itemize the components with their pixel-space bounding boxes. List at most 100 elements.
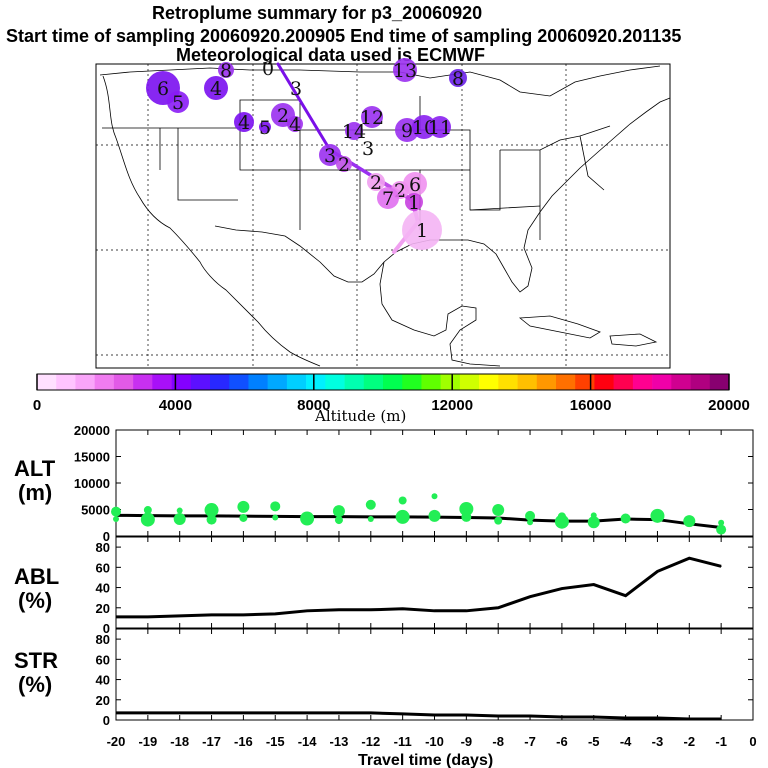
map-marker: 4 — [204, 76, 228, 100]
alt-sample-point — [459, 502, 473, 516]
colorbar-swatch — [229, 374, 249, 390]
colorbar-swatch — [633, 374, 653, 390]
title-line-2: Start time of sampling 20060920.200905 E… — [6, 26, 681, 46]
map-marker-label: 3 — [290, 78, 302, 100]
colorbar-swatch — [75, 374, 95, 390]
time-series-panels: 05000100001500020000020406080020406080-2… — [74, 423, 757, 749]
str-data-point — [402, 713, 403, 714]
alt-panel: 05000100001500020000 — [74, 423, 753, 544]
alt-sample-point — [237, 501, 249, 513]
colorbar-swatch — [210, 374, 230, 390]
map-marker-label: 2 — [338, 154, 350, 176]
map-marker-label: 1 — [416, 220, 428, 242]
str-data-point — [657, 717, 658, 718]
alt-sample-point — [368, 516, 374, 522]
str-data-point — [434, 714, 435, 715]
map-marker: 5 — [259, 117, 271, 139]
str-y-tick-label: 20 — [96, 693, 110, 708]
colorbar-swatch — [191, 374, 211, 390]
str-data-point — [211, 712, 212, 713]
colorbar-swatch — [652, 374, 672, 390]
alt-sample-point — [591, 512, 597, 518]
x-axis-label: Travel time (days) — [358, 752, 493, 768]
x-tick-label: -18 — [170, 734, 189, 749]
str-data-point — [561, 716, 562, 717]
abl-data-point — [625, 595, 626, 596]
x-tick-label: -13 — [330, 734, 349, 749]
map-marker-label: 12 — [360, 107, 384, 129]
alt-sample-point — [525, 511, 535, 521]
abl-panel: 020406080 — [96, 537, 753, 636]
map-marker: 13 — [393, 58, 417, 82]
str-y-tick-label: 80 — [96, 632, 110, 647]
abl-data-point — [561, 588, 562, 589]
alt-sample-point — [396, 510, 410, 524]
str-label-line1: STR — [14, 648, 58, 673]
map-marker-label: 5 — [172, 92, 184, 114]
str-data-point — [689, 718, 690, 719]
alt-y-tick-label: 20000 — [74, 423, 110, 438]
x-tick-label: -2 — [684, 734, 696, 749]
abl-data-point — [338, 609, 339, 610]
abl-label-line1: ABL — [14, 564, 59, 589]
map-marker-label: 8 — [452, 68, 464, 90]
colorbar-swatch — [287, 374, 307, 390]
colorbar-swatch — [498, 374, 518, 390]
alt-sample-point — [205, 503, 219, 517]
colorbar-swatch — [133, 374, 153, 390]
map-marker-label: 4 — [238, 112, 250, 134]
x-tick-label: -3 — [652, 734, 664, 749]
abl-data-point — [147, 616, 148, 617]
alt-label-line2: (m) — [18, 480, 52, 505]
abl-data-point — [498, 607, 499, 608]
alt-sample-point — [111, 507, 121, 517]
abl-data-point — [275, 613, 276, 614]
alt-sample-point — [653, 515, 661, 523]
str-data-point — [721, 718, 722, 719]
colorbar-swatch — [671, 374, 691, 390]
abl-data-point — [593, 584, 594, 585]
x-tick-label: -4 — [620, 734, 632, 749]
abl-data-point — [116, 616, 117, 617]
colorbar-swatch — [95, 374, 115, 390]
alt-sample-point — [174, 513, 186, 525]
alt-sample-point — [429, 510, 441, 522]
x-tick-label: -20 — [107, 734, 126, 749]
abl-data-point — [530, 596, 531, 597]
x-tick-label: -1 — [715, 734, 727, 749]
str-y-tick-label: 40 — [96, 673, 110, 688]
alt-y-tick-label: 5000 — [81, 503, 110, 518]
retroplume-figure: Retroplume summary for p3_20060920 Start… — [0, 0, 768, 768]
alt-sample-point — [239, 514, 247, 522]
alt-y-tick-label: 15000 — [74, 450, 110, 465]
map-marker: 4 — [287, 114, 303, 136]
x-tick-label: -11 — [394, 734, 412, 749]
map-marker-label: 3 — [324, 145, 336, 167]
x-tick-label: -8 — [492, 734, 504, 749]
alt-sample-point — [333, 505, 345, 517]
colorbar-swatch — [172, 374, 192, 390]
x-tick-label: -9 — [461, 734, 473, 749]
alt-sample-point — [492, 504, 504, 516]
map-marker-label: 7 — [382, 188, 394, 210]
str-data-point — [466, 714, 467, 715]
map-marker-label: 5 — [259, 117, 271, 139]
colorbar-swatch — [152, 374, 172, 390]
colorbar-swatch — [325, 374, 345, 390]
abl-data-point — [370, 609, 371, 610]
colorbar-swatch — [421, 374, 441, 390]
colorbar-swatch — [268, 374, 288, 390]
str-data-point — [179, 712, 180, 713]
alt-sample-point — [399, 496, 407, 504]
str-panel-frame — [116, 629, 753, 720]
colorbar-swatch — [614, 374, 634, 390]
map-marker-label: 4 — [289, 114, 301, 136]
map-marker: 12 — [360, 106, 384, 129]
alt-sample-point — [366, 500, 376, 510]
map-marker: 3 — [290, 78, 302, 100]
colorbar-swatch — [56, 374, 76, 390]
map-marker-label: 6 — [157, 78, 169, 100]
title-line-1: Retroplume summary for p3_20060920 — [152, 3, 482, 23]
alt-sample-point — [432, 493, 438, 499]
map-marker: 0 — [262, 58, 274, 80]
